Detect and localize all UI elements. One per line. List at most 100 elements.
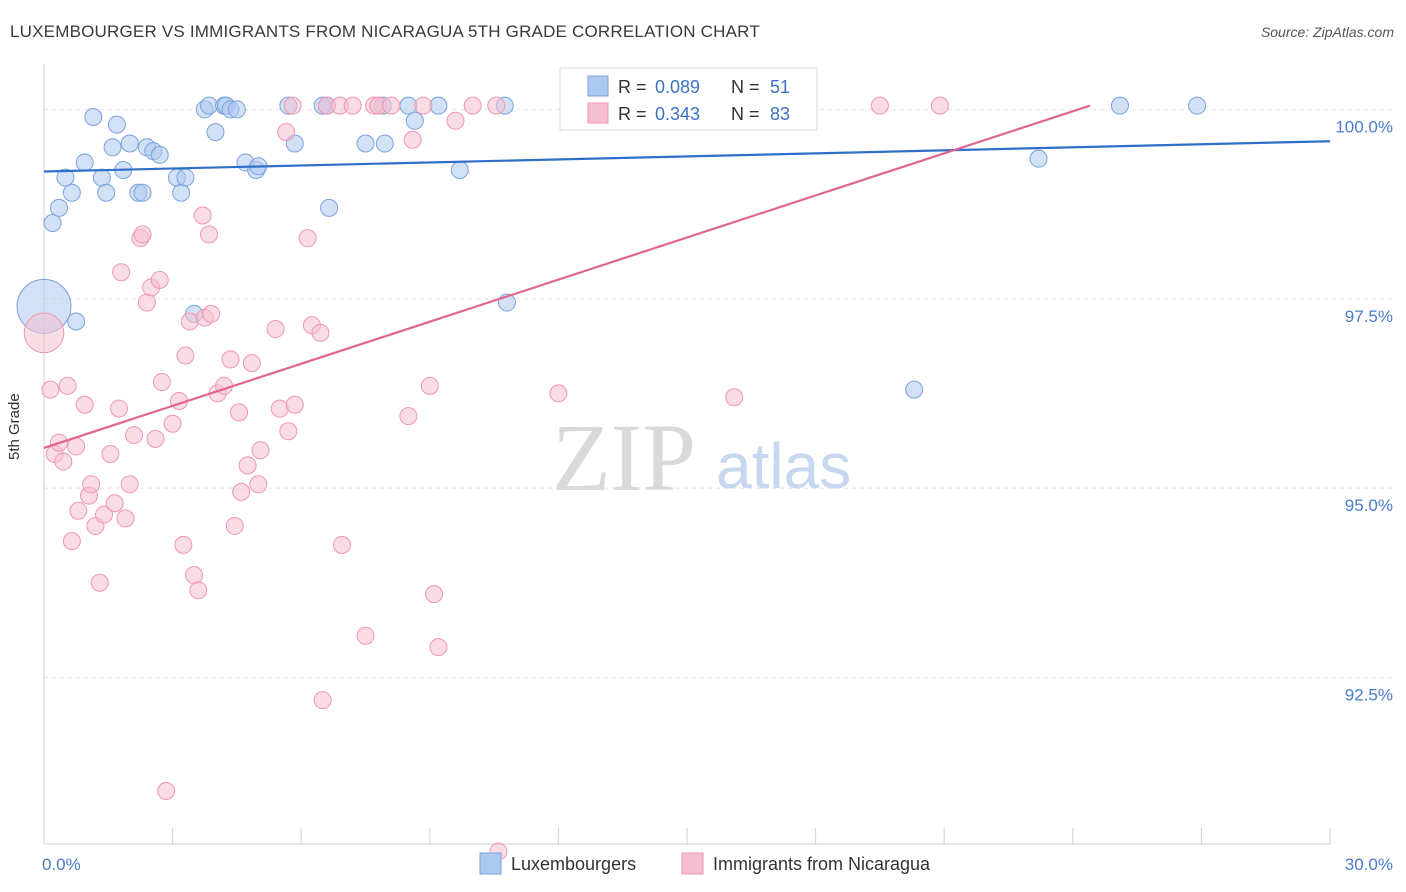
nicaragua-point — [298, 229, 317, 248]
luxembourgers-point — [103, 138, 122, 157]
legend-n-label-1: N = — [731, 77, 760, 97]
nicaragua-point — [242, 354, 261, 373]
nicaragua-point — [251, 441, 270, 460]
nicaragua-point — [414, 96, 433, 115]
source-label: Source: ZipAtlas.com — [1260, 24, 1394, 40]
axes — [43, 64, 1331, 845]
luxembourgers-point — [375, 134, 394, 153]
nicaragua-point — [112, 263, 131, 282]
nicaragua-point — [403, 130, 422, 149]
luxembourgers-point — [227, 100, 246, 119]
luxembourgers-point — [1110, 96, 1129, 115]
trend-line-luxembourgers — [43, 140, 1331, 173]
legend-n-value-1: 51 — [770, 77, 790, 97]
luxembourgers-point — [97, 183, 116, 202]
nicaragua-point — [232, 482, 251, 501]
grid-lines — [44, 108, 1394, 678]
nicaragua-point — [238, 456, 257, 475]
chart-title: LUXEMBOURGER VS IMMIGRANTS FROM NICARAGU… — [10, 22, 760, 41]
bottom-legend-label-nicaragua: Immigrants from Nicaragua — [713, 854, 931, 874]
nicaragua-point — [69, 501, 88, 520]
nicaragua-point — [313, 691, 332, 710]
nicaragua-point — [230, 403, 249, 422]
luxembourgers-point — [320, 198, 339, 217]
luxembourgers-point — [62, 183, 81, 202]
nicaragua-point — [157, 781, 176, 800]
watermark-zip: ZIP — [552, 404, 696, 511]
luxembourgers-point — [50, 198, 69, 217]
nicaragua-point — [62, 532, 81, 551]
y-tick-label-2: 97.5% — [1345, 307, 1393, 326]
nicaragua-point — [870, 96, 889, 115]
nicaragua-point — [930, 96, 949, 115]
x-tick-label-0: 0.0% — [42, 855, 81, 874]
nicaragua-point — [125, 426, 144, 445]
nicaragua-point — [549, 384, 568, 403]
nicaragua-point — [425, 585, 444, 604]
luxembourgers-point — [56, 168, 75, 187]
legend-r-label-1: R = — [618, 77, 647, 97]
nicaragua-point — [54, 452, 73, 471]
x-tick-labels: 0.0% 30.0% — [42, 855, 1393, 874]
nicaragua-point — [463, 96, 482, 115]
nicaragua-point — [95, 505, 114, 524]
nicaragua-point — [101, 445, 120, 463]
luxembourgers-point — [176, 168, 195, 187]
nicaragua-point — [343, 96, 362, 115]
bottom-legend-swatch-nicaragua — [681, 852, 704, 875]
nicaragua-point — [279, 422, 298, 441]
series-luxembourgers-points — [16, 96, 1207, 399]
luxembourgers-point — [1029, 149, 1048, 168]
luxembourgers-point — [92, 168, 111, 187]
luxembourgers-point — [150, 145, 169, 164]
nicaragua-point — [137, 293, 156, 312]
luxembourgers-point — [1188, 96, 1207, 115]
y-tick-label-3: 100.0% — [1335, 117, 1393, 136]
nicaragua-point — [41, 380, 60, 399]
legend-r-label-2: R = — [618, 104, 647, 124]
nicaragua-point — [446, 111, 465, 130]
nicaragua-point — [189, 581, 208, 600]
y-tick-labels: 92.5% 95.0% 97.5% 100.0% — [1335, 117, 1393, 704]
nicaragua-point — [487, 96, 506, 115]
nicaragua-point — [285, 395, 304, 414]
luxembourgers-point — [120, 134, 139, 153]
nicaragua-point — [332, 535, 351, 554]
nicaragua-point — [193, 206, 212, 225]
luxembourgers-point — [905, 380, 924, 399]
nicaragua-point — [270, 399, 289, 418]
watermark-atlas: atlas — [716, 430, 851, 502]
nicaragua-point — [176, 346, 195, 365]
luxembourgers-point — [399, 96, 418, 115]
nicaragua-point — [75, 395, 94, 414]
luxembourgers-point — [429, 96, 448, 115]
luxembourgers-point — [356, 134, 375, 153]
nicaragua-point — [152, 373, 171, 392]
legend-swatch-blue — [587, 75, 609, 97]
nicaragua-point — [725, 388, 744, 407]
legend-r-value-1: 0.089 — [655, 77, 700, 97]
nicaragua-point — [58, 376, 77, 395]
nicaragua-point — [356, 626, 375, 645]
nicaragua-point — [399, 407, 418, 426]
bottom-legend: Luxembourgers Immigrants from Nicaragua — [479, 852, 931, 875]
nicaragua-point — [120, 475, 139, 494]
nicaragua-point — [90, 573, 109, 592]
x-tick-label-1: 30.0% — [1345, 855, 1393, 874]
nicaragua-point — [420, 376, 439, 395]
nicaragua-point — [202, 304, 221, 323]
nicaragua-point — [174, 535, 193, 554]
luxembourgers-point — [84, 108, 103, 127]
y-tick-label-1: 95.0% — [1345, 496, 1393, 515]
nicaragua-point — [23, 312, 65, 354]
legend-swatch-pink — [587, 102, 609, 124]
luxembourgers-point — [206, 123, 225, 142]
nicaragua-point — [249, 475, 268, 494]
bottom-legend-swatch-luxembourgers — [479, 852, 502, 875]
luxembourgers-point — [67, 312, 86, 331]
series-nicaragua-points — [23, 96, 949, 861]
nicaragua-point — [277, 123, 296, 142]
trend-line-nicaragua — [43, 104, 1091, 449]
nicaragua-point — [82, 475, 101, 494]
